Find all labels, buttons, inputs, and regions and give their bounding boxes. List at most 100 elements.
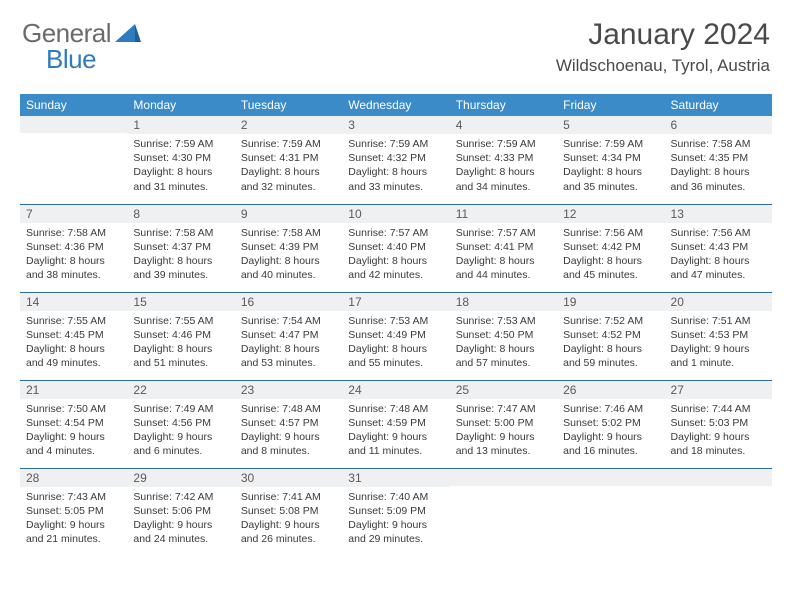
- day-cell: 27Sunrise: 7:44 AMSunset: 5:03 PMDayligh…: [665, 380, 772, 468]
- day-number: 30: [235, 469, 342, 487]
- day-number: 22: [127, 381, 234, 399]
- day-details: Sunrise: 7:59 AMSunset: 4:31 PMDaylight:…: [235, 134, 342, 198]
- day-cell: [665, 468, 772, 556]
- day-number: 9: [235, 205, 342, 223]
- sunrise-text: Sunrise: 7:55 AM: [133, 314, 228, 328]
- day-number: 13: [665, 205, 772, 223]
- day-details: Sunrise: 7:58 AMSunset: 4:35 PMDaylight:…: [665, 134, 772, 198]
- day-number: 16: [235, 293, 342, 311]
- day-cell: [557, 468, 664, 556]
- day-cell: 5Sunrise: 7:59 AMSunset: 4:34 PMDaylight…: [557, 116, 664, 204]
- day-details: Sunrise: 7:55 AMSunset: 4:46 PMDaylight:…: [127, 311, 234, 375]
- day-details: Sunrise: 7:49 AMSunset: 4:56 PMDaylight:…: [127, 399, 234, 463]
- sunset-text: Sunset: 5:05 PM: [26, 504, 121, 518]
- sunrise-text: Sunrise: 7:54 AM: [241, 314, 336, 328]
- logo: General Blue: [22, 18, 141, 49]
- day-cell: 30Sunrise: 7:41 AMSunset: 5:08 PMDayligh…: [235, 468, 342, 556]
- sunset-text: Sunset: 5:06 PM: [133, 504, 228, 518]
- day-cell: 25Sunrise: 7:47 AMSunset: 5:00 PMDayligh…: [450, 380, 557, 468]
- day-details: Sunrise: 7:57 AMSunset: 4:40 PMDaylight:…: [342, 223, 449, 287]
- sunrise-text: Sunrise: 7:46 AM: [563, 402, 658, 416]
- sunset-text: Sunset: 4:41 PM: [456, 240, 551, 254]
- sunrise-text: Sunrise: 7:59 AM: [348, 137, 443, 151]
- weekday-header: Friday: [557, 94, 664, 116]
- sunset-text: Sunset: 4:57 PM: [241, 416, 336, 430]
- day-cell: 21Sunrise: 7:50 AMSunset: 4:54 PMDayligh…: [20, 380, 127, 468]
- daylight-text: Daylight: 8 hours and 34 minutes.: [456, 165, 551, 193]
- day-cell: 11Sunrise: 7:57 AMSunset: 4:41 PMDayligh…: [450, 204, 557, 292]
- sunset-text: Sunset: 4:33 PM: [456, 151, 551, 165]
- sunrise-text: Sunrise: 7:43 AM: [26, 490, 121, 504]
- daylight-text: Daylight: 8 hours and 42 minutes.: [348, 254, 443, 282]
- day-cell: 4Sunrise: 7:59 AMSunset: 4:33 PMDaylight…: [450, 116, 557, 204]
- day-details: Sunrise: 7:56 AMSunset: 4:42 PMDaylight:…: [557, 223, 664, 287]
- daylight-text: Daylight: 8 hours and 38 minutes.: [26, 254, 121, 282]
- sunset-text: Sunset: 4:34 PM: [563, 151, 658, 165]
- day-cell: 8Sunrise: 7:58 AMSunset: 4:37 PMDaylight…: [127, 204, 234, 292]
- day-number: 7: [20, 205, 127, 223]
- day-details: Sunrise: 7:40 AMSunset: 5:09 PMDaylight:…: [342, 487, 449, 551]
- sunrise-text: Sunrise: 7:50 AM: [26, 402, 121, 416]
- sunset-text: Sunset: 4:45 PM: [26, 328, 121, 342]
- weekday-header: Saturday: [665, 94, 772, 116]
- day-number: 28: [20, 469, 127, 487]
- day-cell: 23Sunrise: 7:48 AMSunset: 4:57 PMDayligh…: [235, 380, 342, 468]
- daylight-text: Daylight: 8 hours and 31 minutes.: [133, 165, 228, 193]
- sunrise-text: Sunrise: 7:51 AM: [671, 314, 766, 328]
- day-details: Sunrise: 7:43 AMSunset: 5:05 PMDaylight:…: [20, 487, 127, 551]
- daylight-text: Daylight: 8 hours and 44 minutes.: [456, 254, 551, 282]
- sunset-text: Sunset: 4:54 PM: [26, 416, 121, 430]
- day-number: 14: [20, 293, 127, 311]
- day-number: 17: [342, 293, 449, 311]
- daylight-text: Daylight: 9 hours and 1 minute.: [671, 342, 766, 370]
- day-cell: 3Sunrise: 7:59 AMSunset: 4:32 PMDaylight…: [342, 116, 449, 204]
- day-cell: 16Sunrise: 7:54 AMSunset: 4:47 PMDayligh…: [235, 292, 342, 380]
- week-row: 1Sunrise: 7:59 AMSunset: 4:30 PMDaylight…: [20, 116, 772, 204]
- day-details: Sunrise: 7:48 AMSunset: 4:57 PMDaylight:…: [235, 399, 342, 463]
- daylight-text: Daylight: 9 hours and 11 minutes.: [348, 430, 443, 458]
- sunset-text: Sunset: 4:39 PM: [241, 240, 336, 254]
- day-details: Sunrise: 7:53 AMSunset: 4:49 PMDaylight:…: [342, 311, 449, 375]
- day-cell: 18Sunrise: 7:53 AMSunset: 4:50 PMDayligh…: [450, 292, 557, 380]
- day-number: 25: [450, 381, 557, 399]
- day-number: 2: [235, 116, 342, 134]
- day-details: Sunrise: 7:44 AMSunset: 5:03 PMDaylight:…: [665, 399, 772, 463]
- daylight-text: Daylight: 8 hours and 45 minutes.: [563, 254, 658, 282]
- day-cell: [20, 116, 127, 204]
- weekday-header: Sunday: [20, 94, 127, 116]
- weekday-header: Tuesday: [235, 94, 342, 116]
- weekday-header: Wednesday: [342, 94, 449, 116]
- sunrise-text: Sunrise: 7:56 AM: [563, 226, 658, 240]
- daylight-text: Daylight: 8 hours and 40 minutes.: [241, 254, 336, 282]
- day-number: 8: [127, 205, 234, 223]
- day-details: Sunrise: 7:52 AMSunset: 4:52 PMDaylight:…: [557, 311, 664, 375]
- day-number: 27: [665, 381, 772, 399]
- day-cell: 10Sunrise: 7:57 AMSunset: 4:40 PMDayligh…: [342, 204, 449, 292]
- day-cell: 6Sunrise: 7:58 AMSunset: 4:35 PMDaylight…: [665, 116, 772, 204]
- weekday-header: Thursday: [450, 94, 557, 116]
- daylight-text: Daylight: 9 hours and 24 minutes.: [133, 518, 228, 546]
- daylight-text: Daylight: 8 hours and 33 minutes.: [348, 165, 443, 193]
- day-number: 24: [342, 381, 449, 399]
- sunrise-text: Sunrise: 7:59 AM: [241, 137, 336, 151]
- day-number: 3: [342, 116, 449, 134]
- day-cell: 20Sunrise: 7:51 AMSunset: 4:53 PMDayligh…: [665, 292, 772, 380]
- day-number: 18: [450, 293, 557, 311]
- sunrise-text: Sunrise: 7:40 AM: [348, 490, 443, 504]
- sunset-text: Sunset: 4:47 PM: [241, 328, 336, 342]
- day-number: 21: [20, 381, 127, 399]
- day-number: [557, 469, 664, 486]
- daylight-text: Daylight: 9 hours and 13 minutes.: [456, 430, 551, 458]
- sunrise-text: Sunrise: 7:56 AM: [671, 226, 766, 240]
- day-number: 26: [557, 381, 664, 399]
- day-details: Sunrise: 7:56 AMSunset: 4:43 PMDaylight:…: [665, 223, 772, 287]
- day-cell: 2Sunrise: 7:59 AMSunset: 4:31 PMDaylight…: [235, 116, 342, 204]
- sunrise-text: Sunrise: 7:59 AM: [456, 137, 551, 151]
- day-number: [665, 469, 772, 486]
- day-details: Sunrise: 7:42 AMSunset: 5:06 PMDaylight:…: [127, 487, 234, 551]
- sunrise-text: Sunrise: 7:59 AM: [563, 137, 658, 151]
- daylight-text: Daylight: 9 hours and 8 minutes.: [241, 430, 336, 458]
- sunrise-text: Sunrise: 7:58 AM: [671, 137, 766, 151]
- weekday-header-row: Sunday Monday Tuesday Wednesday Thursday…: [20, 94, 772, 116]
- day-cell: 19Sunrise: 7:52 AMSunset: 4:52 PMDayligh…: [557, 292, 664, 380]
